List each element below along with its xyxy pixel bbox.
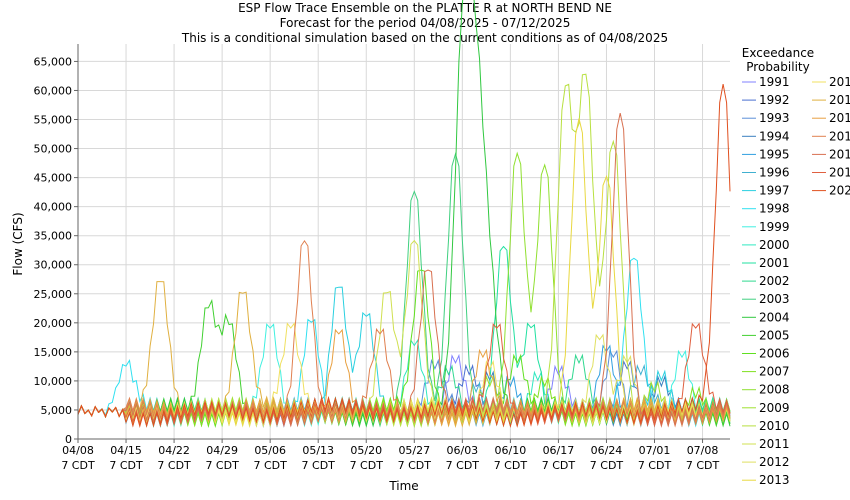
y-axis-label: Flow (CFS) [11,212,25,275]
legend-entry-1995: 1995 [759,147,790,161]
x-axis-ticks: 04/08 7 CDT 04/15 7 CDT 04/22 7 CDT 04/29 7 CDT… [61,439,720,472]
y-tick-label: 50,000 [34,143,73,156]
legend-entry-1999: 1999 [759,220,790,234]
x-tick-sublabel: 7 CDT [590,459,624,472]
x-tick-sublabel: 7 CDT [61,459,95,472]
y-tick-label: 15,000 [34,346,73,359]
legend-entry-2019: 2019 [829,166,850,180]
x-tick-sublabel: 7 CDT [350,459,384,472]
x-tick-label: 06/17 [543,444,575,457]
legend-entry-2014: 2014 [829,75,850,89]
y-tick-label: 20,000 [34,317,73,330]
y-tick-label: 45,000 [34,172,73,185]
legend-entry-1996: 1996 [759,166,790,180]
legend-entry-1991: 1991 [759,75,790,89]
y-tick-label: 5,000 [41,404,73,417]
legend-entry-2018: 2018 [829,147,850,161]
legend-entry-2017: 2017 [829,129,850,143]
title-line-2: Forecast for the period 04/08/2025 - 07/… [280,16,571,30]
legend-entry-2001: 2001 [759,256,790,270]
legend-entry-1998: 1998 [759,202,790,216]
x-tick-sublabel: 7 CDT [302,459,336,472]
legend-entry-1993: 1993 [759,111,790,125]
legend-entry-2010: 2010 [759,419,790,433]
legend-entry-2002: 2002 [759,274,790,288]
x-tick-label: 05/13 [302,444,334,457]
legend-entry-2008: 2008 [759,383,790,397]
x-tick-label: 05/20 [350,444,382,457]
series-line-2004 [77,0,731,428]
grid [77,44,730,440]
x-tick-sublabel: 7 CDT [398,459,432,472]
y-tick-label: 60,000 [34,84,73,97]
x-tick-sublabel: 7 CDT [205,459,239,472]
y-tick-label: 10,000 [34,375,73,388]
x-tick-sublabel: 7 CDT [494,459,528,472]
legend-entry-2011: 2011 [759,437,790,451]
x-tick-label: 07/01 [639,444,671,457]
x-axis-label: Time [388,479,418,493]
legend-entry-2004: 2004 [759,310,790,324]
axes [77,44,730,440]
series-line-2020 [77,84,731,429]
x-tick-sublabel: 7 CDT [109,459,143,472]
x-tick-label: 05/27 [398,444,430,457]
legend-entry-2000: 2000 [759,238,790,252]
y-tick-label: 0 [65,433,72,446]
legend-entry-1994: 1994 [759,129,790,143]
chart-title: ESP Flow Trace Ensemble on the PLATTE R … [181,1,668,45]
x-tick-sublabel: 7 CDT [253,459,287,472]
y-axis-ticks: 0 5,000 10,000 15,000 20,000 25,000 30,000 35,0… [34,55,78,446]
y-tick-label: 35,000 [34,230,73,243]
legend-entry-2016: 2016 [829,111,850,125]
x-tick-label: 05/06 [254,444,286,457]
x-tick-sublabel: 7 CDT [157,459,191,472]
legend-entry-2006: 2006 [759,347,790,361]
y-tick-label: 25,000 [34,288,73,301]
x-tick-label: 04/15 [110,444,142,457]
x-tick-label: 04/29 [206,444,238,457]
title-line-3: This is a conditional simulation based o… [181,31,668,45]
x-tick-sublabel: 7 CDT [686,459,720,472]
legend-entry-2005: 2005 [759,328,790,342]
x-tick-sublabel: 7 CDT [638,459,672,472]
y-tick-label: 40,000 [34,201,73,214]
legend-entry-2003: 2003 [759,292,790,306]
x-tick-label: 07/08 [687,444,719,457]
y-tick-label: 65,000 [34,55,73,68]
y-tick-label: 55,000 [34,114,73,127]
y-tick-label: 30,000 [34,259,73,272]
legend-entry-2015: 2015 [829,93,850,107]
series-lines [77,0,731,429]
legend-entry-2009: 2009 [759,401,790,415]
x-tick-label: 06/10 [495,444,527,457]
series-line-2003 [77,151,731,428]
x-tick-label: 06/24 [591,444,623,457]
legend-title: Exceedance [742,46,814,60]
series-line-2008 [77,151,731,427]
legend-entry-2007: 2007 [759,365,790,379]
legend-title: Probability [746,60,809,74]
x-tick-label: 06/03 [446,444,478,457]
legend-entry-1997: 1997 [759,184,790,198]
legend-entry-1992: 1992 [759,93,790,107]
x-tick-sublabel: 7 CDT [446,459,480,472]
legend-entry-2012: 2012 [759,455,790,469]
x-tick-label: 04/08 [62,444,94,457]
x-tick-sublabel: 7 CDT [542,459,576,472]
x-tick-label: 04/22 [158,444,190,457]
title-line-1: ESP Flow Trace Ensemble on the PLATTE R … [238,1,612,15]
legend-entry-2020: 2020 [829,184,850,198]
legend-entry-2013: 2013 [759,473,790,487]
